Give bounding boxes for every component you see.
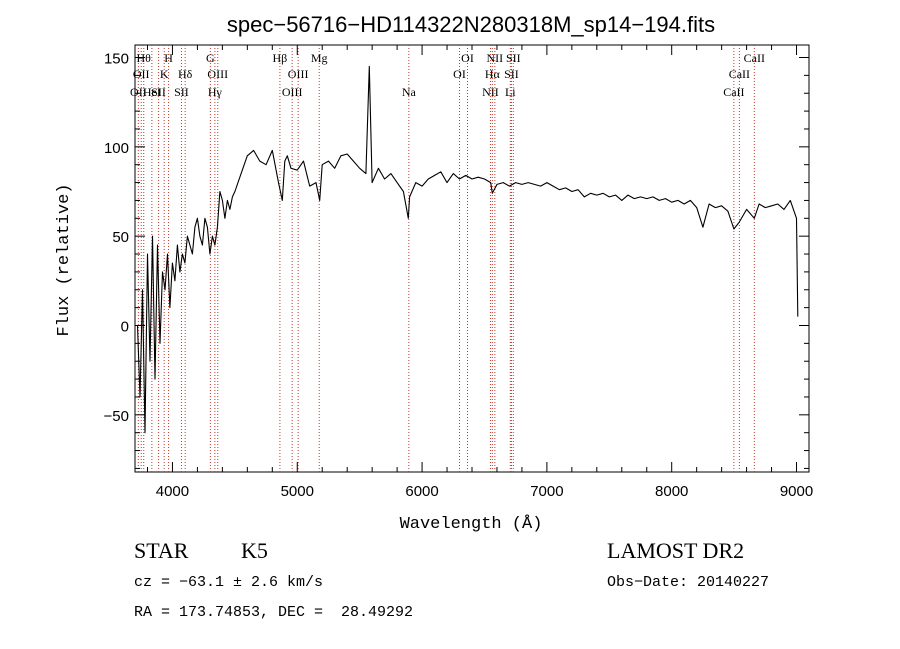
- chart-title: spec−56716−HD114322N280318M_sp14−194.fit…: [227, 12, 715, 37]
- spectral-line-label: Hβ: [273, 51, 288, 65]
- spectral-line-labels: OIIOIIHθHeISIIKHSIIHδGHγOIIIHβOIIIOIIIMg…: [130, 51, 765, 99]
- spectral-line-label: OIII: [288, 67, 309, 81]
- spectral-line-label: Hα: [485, 67, 501, 81]
- x-tick-label: 8000: [655, 483, 688, 500]
- y-tick-label: 0: [121, 318, 129, 335]
- spectral-line-label: G: [206, 51, 215, 65]
- spectral-line-label: HeI: [143, 85, 161, 99]
- spectral-line-label: SII: [506, 51, 521, 65]
- spectral-line-label: SII: [504, 67, 519, 81]
- spectral-line-label: OI: [461, 51, 474, 65]
- spectral-line-label: CaII: [744, 51, 765, 65]
- x-tick-label: 9000: [780, 483, 813, 500]
- object-subclass: K5: [241, 538, 268, 563]
- plot-frame: [134, 44, 810, 473]
- y-axis-label: Flux (relative): [55, 183, 74, 336]
- spectral-line-label: CaII: [723, 85, 744, 99]
- spectral-line-label: NII: [482, 85, 499, 99]
- y-tick-label: 150: [104, 51, 129, 68]
- spectral-line-markers: [137, 45, 755, 472]
- coordinates-text: RA = 173.74853, DEC = 28.49292: [134, 604, 414, 621]
- spectral-line-label: CaII: [729, 67, 750, 81]
- spectral-line-label: NII: [487, 51, 504, 65]
- spectral-line-label: OII: [133, 67, 150, 81]
- x-tick-label: 7000: [530, 483, 563, 500]
- y-tick-label: 100: [104, 140, 129, 157]
- spectral-line-label: K: [160, 67, 169, 81]
- spectral-line-label: OI: [453, 67, 466, 81]
- spectral-line-label: OII: [130, 85, 147, 99]
- survey-name: LAMOST DR2: [607, 538, 745, 563]
- spectral-line-label: Na: [402, 85, 417, 99]
- spectral-line-label: H: [164, 51, 173, 65]
- spectral-line-label: Hγ: [208, 85, 223, 99]
- y-tick-label: 50: [112, 229, 129, 246]
- spectral-line-label: OIII: [282, 85, 303, 99]
- x-axis-label: Wavelength (Å): [400, 515, 543, 534]
- x-tick-label: 5000: [281, 483, 314, 500]
- spectrum-series-line: [136, 65, 799, 434]
- x-tick-label: 4000: [156, 483, 189, 500]
- y-axis: −50 0 50 100 150: [104, 51, 809, 469]
- spectral-line-label: Mg: [311, 51, 328, 65]
- x-tick-label: 6000: [405, 483, 438, 500]
- spectral-line-label: Hδ: [178, 67, 193, 81]
- object-class: STAR: [134, 538, 189, 563]
- x-axis: 4000 5000 6000 7000 8000 9000: [146, 45, 813, 500]
- observation-date: Obs−Date: 20140227: [607, 574, 770, 591]
- y-tick-label: −50: [104, 408, 129, 425]
- spectral-line-label: SII: [174, 85, 189, 99]
- spectral-line-label: Li: [505, 85, 516, 99]
- redshift-text: cz = −63.1 ± 2.6 km/s: [134, 574, 324, 591]
- spectral-line-label: SII: [151, 85, 166, 99]
- spectral-line-label: OIII: [207, 67, 228, 81]
